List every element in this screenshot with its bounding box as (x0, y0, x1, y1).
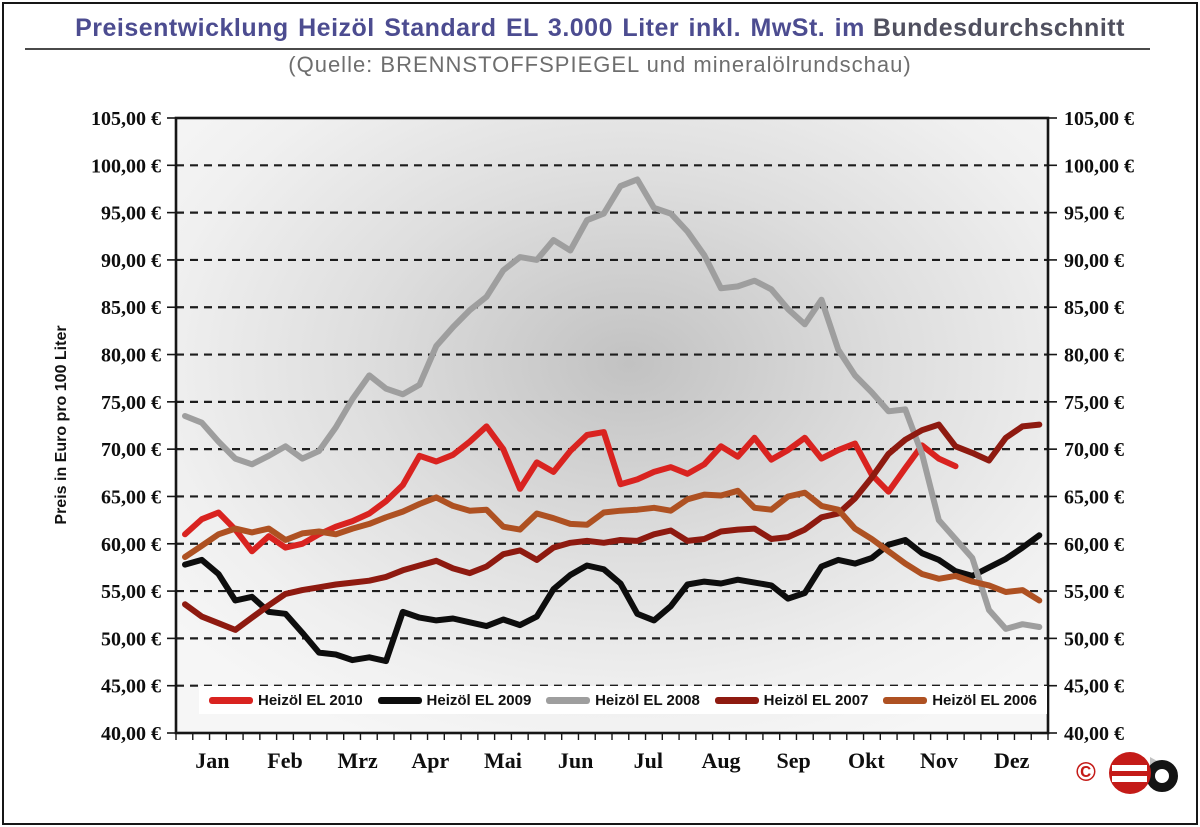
legend-swatch-icon (377, 696, 422, 704)
legend-item: Heizöl EL 2010 (209, 692, 363, 709)
logo-disc-icon (1109, 752, 1151, 794)
y-axis-tick-label-left: 90,00 € (101, 250, 161, 272)
chart-legend: Heizöl EL 2010 Heizöl EL 2009 Heizöl EL 20… (199, 686, 1047, 714)
publisher-logo: © (1076, 750, 1188, 804)
y-axis-tick-label-right: 50,00 € (1064, 628, 1124, 650)
y-axis-tick-label-right: 95,00 € (1064, 203, 1124, 225)
legend-label: Heizöl EL 2010 (258, 691, 363, 709)
logo-bar (1112, 776, 1147, 782)
y-axis-tick-label-right: 85,00 € (1064, 297, 1124, 319)
x-axis-month-label: Mai (484, 748, 522, 773)
legend-item: Heizöl EL 2007 (714, 691, 869, 709)
y-axis-title: Preis in Euro pro 100 Liter (53, 325, 70, 525)
y-axis-tick-label-left: 65,00 € (101, 486, 161, 508)
y-axis-tick-label-right: 65,00 € (1064, 486, 1124, 508)
title-main: Preisentwicklung Heizöl Standard EL 3.00… (75, 14, 865, 42)
legend-item: Heizöl EL 2009 (377, 691, 532, 709)
logo-ring-icon (1146, 760, 1178, 792)
chart-source-subtitle: (Quelle: BRENNSTOFFSPIEGEL und mineralöl… (288, 52, 912, 77)
y-axis-tick-label-right: 40,00 € (1064, 723, 1124, 745)
legend-item: Heizöl EL 2006 (883, 692, 1037, 709)
title-underline (25, 48, 1150, 50)
y-axis-tick-label-left: 85,00 € (101, 297, 161, 319)
y-axis-tick-label-left: 105,00 € (91, 108, 161, 130)
y-axis-tick-label-left: 40,00 € (101, 723, 161, 745)
y-axis-tick-label-right: 60,00 € (1064, 534, 1124, 556)
y-axis-tick-label-right: 90,00 € (1064, 250, 1124, 272)
x-axis-month-label: Nov (920, 748, 958, 773)
y-axis-tick-label-left: 50,00 € (101, 628, 161, 650)
y-axis-tick-label-left: 70,00 € (101, 439, 161, 461)
y-axis-tick-label-left: 60,00 € (101, 534, 161, 556)
x-axis-month-label: Apr (411, 748, 449, 773)
legend-swatch-icon (883, 696, 928, 704)
x-axis-month-label: Okt (848, 748, 885, 773)
y-axis-tick-label-right: 80,00 € (1064, 345, 1124, 367)
series-line-heiz-l-el-2007 (182, 421, 1043, 633)
y-axis-tick-label-left: 55,00 € (101, 581, 161, 603)
x-axis-month-label: Mrz (338, 748, 379, 773)
y-axis-tick-label-right: 70,00 € (1064, 439, 1124, 461)
y-axis-tick-label-left: 80,00 € (101, 345, 161, 367)
legend-swatch-icon (714, 696, 759, 704)
legend-label: Heizöl EL 2007 (763, 691, 869, 709)
y-axis-tick-label-right: 75,00 € (1064, 392, 1124, 414)
x-axis-month-label: Jan (195, 748, 229, 773)
legend-swatch-icon (546, 696, 591, 704)
legend-item: Heizöl EL 2008 (546, 692, 700, 709)
series-line-heiz-l-el-2009 (182, 532, 1043, 665)
x-axis-month-label: Jun (558, 748, 593, 773)
y-axis-tick-label-left: 45,00 € (101, 676, 161, 698)
y-axis-tick-label-right: 105,00 € (1064, 108, 1134, 130)
plot-area-background (176, 118, 1048, 733)
legend-label: Heizöl EL 2008 (595, 691, 700, 709)
series-line-heiz-l-el-2006 (182, 487, 1043, 604)
legend-swatch-icon (209, 696, 253, 704)
y-axis-tick-label-right: 55,00 € (1064, 581, 1124, 603)
plot-frame (174, 116, 1050, 735)
y-axis-tick-label-left: 95,00 € (101, 203, 161, 225)
series-line-heiz-l-el-2010 (182, 423, 959, 555)
x-axis-month-label: Aug (701, 748, 740, 773)
y-axis-tick-label-left: 100,00 € (91, 155, 161, 177)
logo-bar (1112, 765, 1147, 771)
copyright-icon: © (1076, 757, 1096, 787)
legend-label: Heizöl EL 2009 (426, 691, 532, 709)
title-tail: Bundesdurchschnitt (872, 14, 1125, 42)
page-title: Preisentwicklung Heizöl Standard EL 3.00… (0, 14, 1200, 43)
x-axis-month-label: Jul (634, 748, 663, 773)
legend-label: Heizöl EL 2006 (932, 691, 1037, 709)
title-block: Preisentwicklung Heizöl Standard EL 3.00… (0, 14, 1200, 78)
y-axis-tick-label-right: 45,00 € (1064, 676, 1124, 698)
y-axis-tick-label-right: 100,00 € (1064, 155, 1134, 177)
series-line-heiz-l-el-2008 (182, 176, 1043, 632)
x-axis-month-label: Dez (994, 748, 1030, 773)
y-axis-tick-label-left: 75,00 € (101, 392, 161, 414)
x-axis-month-label: Feb (267, 748, 302, 773)
x-axis-month-label: Sep (777, 748, 811, 773)
